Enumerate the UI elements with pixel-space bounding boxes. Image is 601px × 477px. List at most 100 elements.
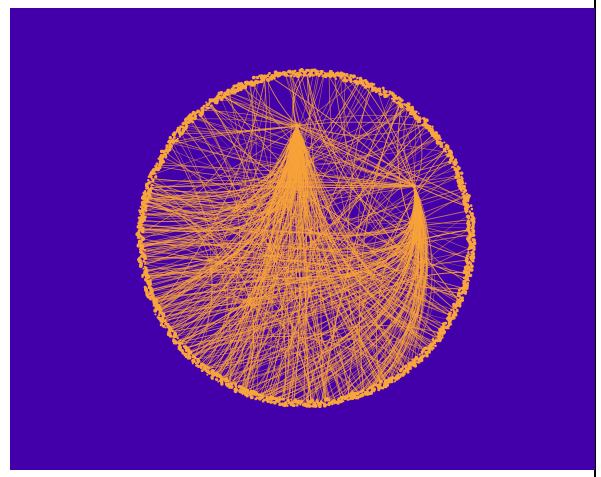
graph-node	[317, 70, 320, 73]
graph-node	[469, 236, 472, 239]
graph-edge	[190, 332, 415, 362]
graph-edge	[147, 193, 288, 402]
graph-edge	[145, 268, 420, 357]
graph-node	[218, 379, 221, 382]
graph-node	[300, 68, 304, 72]
graph-node	[157, 313, 161, 317]
graph-node	[417, 112, 420, 115]
graph-node	[457, 288, 461, 292]
graph-node	[152, 304, 155, 307]
graph-node	[315, 399, 319, 404]
graph-node	[349, 397, 352, 401]
graph-node	[447, 319, 450, 322]
graph-node	[378, 89, 382, 93]
graph-edge	[143, 125, 298, 213]
graph-edge	[413, 115, 423, 187]
graph-node	[417, 119, 422, 124]
graph-node	[446, 154, 450, 158]
graph-node	[452, 305, 455, 308]
graph-node	[147, 193, 152, 198]
graph-node	[210, 369, 214, 373]
graph-edge	[229, 92, 298, 127]
graph-node	[356, 76, 359, 80]
graph-node	[220, 93, 223, 96]
graph-node	[472, 238, 476, 243]
graph-node	[458, 304, 462, 308]
graph-edge	[193, 118, 415, 187]
graph-node	[138, 263, 141, 266]
graph-node	[265, 399, 269, 402]
graph-edge	[142, 255, 461, 294]
graph-edge	[172, 142, 213, 363]
graph-edge	[142, 231, 454, 311]
graph-node	[458, 176, 461, 178]
graph-node	[418, 353, 421, 356]
graph-node	[439, 138, 442, 141]
graph-node	[233, 90, 237, 95]
graph-node	[424, 118, 429, 123]
graph-edge	[403, 108, 415, 187]
graph-node	[193, 114, 198, 119]
graph-node	[143, 215, 147, 219]
graph-node	[324, 75, 328, 79]
graph-edge	[384, 228, 470, 382]
graph-node	[155, 162, 159, 165]
graph-node	[379, 379, 383, 384]
graph-edge	[142, 125, 298, 222]
graph-node	[265, 395, 269, 399]
graph-node	[154, 172, 157, 175]
graph-node	[312, 74, 315, 77]
graph-edge	[160, 161, 415, 187]
graph-node	[252, 393, 256, 396]
graph-node	[173, 136, 176, 139]
graph-node	[230, 382, 234, 386]
graph-edge	[360, 126, 427, 392]
graph-node	[454, 306, 457, 309]
graph-node	[200, 369, 204, 373]
graph-node	[162, 324, 166, 328]
graph-node	[143, 248, 146, 252]
graph-node	[138, 209, 141, 212]
graph-node	[139, 205, 142, 208]
graph-edge	[253, 194, 465, 394]
graph-node	[456, 298, 459, 301]
graph-node	[456, 300, 458, 303]
graph-node	[238, 389, 243, 393]
graph-node	[290, 74, 293, 77]
graph-edge	[296, 125, 446, 153]
graph-edge	[143, 256, 460, 298]
graph-node	[214, 100, 219, 105]
graph-node	[141, 226, 144, 229]
graph-node	[417, 357, 421, 362]
graph-edge	[146, 197, 470, 225]
graph-node	[231, 89, 235, 93]
graph-node	[144, 204, 148, 208]
graph-node	[364, 393, 367, 396]
graph-node	[142, 217, 146, 222]
graph-node	[287, 402, 290, 405]
graph-node	[142, 259, 146, 263]
graph-node	[461, 177, 464, 180]
graph-edge	[145, 219, 470, 272]
graph-node	[143, 285, 147, 289]
graph-node	[415, 361, 418, 364]
graph-edge	[145, 125, 298, 213]
graph-node	[431, 125, 434, 128]
graph-node	[443, 141, 446, 144]
graph-node	[393, 380, 396, 383]
graph-node	[261, 399, 265, 403]
graph-edge	[150, 125, 298, 292]
graph-edge	[144, 266, 324, 402]
graph-node	[453, 162, 457, 167]
graph-node	[376, 89, 379, 92]
graph-node	[467, 221, 471, 224]
graph-node	[420, 351, 424, 355]
graph-node	[147, 285, 151, 290]
graph-edge	[159, 176, 459, 314]
graph-node	[223, 377, 225, 380]
graph-node	[463, 265, 468, 270]
graph-node	[455, 309, 459, 313]
graph-node	[448, 160, 452, 164]
graph-node	[175, 139, 178, 142]
graph-node	[334, 77, 338, 80]
